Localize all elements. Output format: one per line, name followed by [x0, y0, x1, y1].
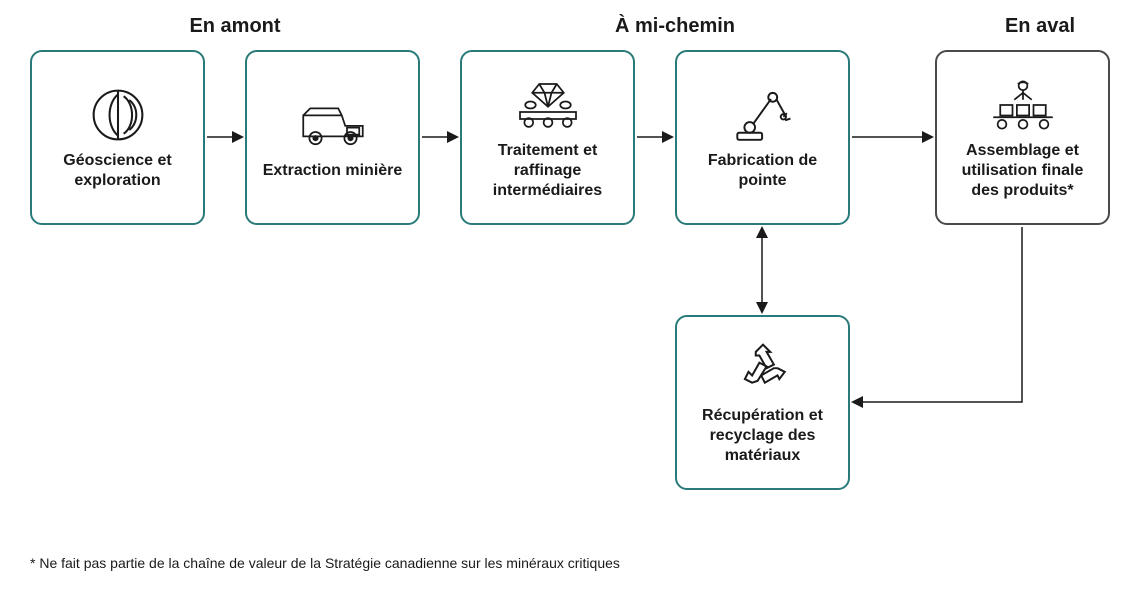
truck-icon — [298, 95, 368, 155]
header-midstream-text: À mi-chemin — [615, 15, 735, 37]
flowchart-stage: En amont À mi-chemin En aval Géoscience … — [0, 0, 1140, 600]
header-downstream-text: En aval — [1005, 15, 1075, 37]
header-upstream: En amont — [135, 15, 335, 38]
node-processing: Traitement et raffinage intermédiaires — [460, 50, 635, 225]
recycle-icon — [728, 340, 798, 400]
header-upstream-text: En amont — [189, 15, 280, 37]
node-recycling: Récupération et recyclage des matériaux — [675, 315, 850, 490]
diamond-icon — [513, 75, 583, 135]
node-assembly: Assemblage et utilisation finale des pro… — [935, 50, 1110, 225]
node-geoscience: Géoscience et exploration — [30, 50, 205, 225]
header-midstream: À mi-chemin — [555, 15, 795, 38]
node-fabrication-label: Fabrication de pointe — [687, 151, 838, 191]
robot-arm-icon — [728, 85, 798, 145]
footnote-text: * Ne fait pas partie de la chaîne de val… — [30, 555, 620, 571]
node-assembly-label: Assemblage et utilisation finale des pro… — [947, 141, 1098, 201]
node-recycling-label: Récupération et recyclage des matériaux — [687, 406, 838, 466]
node-extraction: Extraction minière — [245, 50, 420, 225]
footnote: * Ne fait pas partie de la chaîne de val… — [30, 555, 620, 571]
header-downstream: En aval — [960, 15, 1120, 38]
node-geoscience-label: Géoscience et exploration — [42, 151, 193, 191]
edge-n5-n6 — [854, 227, 1022, 402]
node-fabrication: Fabrication de pointe — [675, 50, 850, 225]
globe-icon — [83, 85, 153, 145]
assembly-icon — [988, 75, 1058, 135]
node-processing-label: Traitement et raffinage intermédiaires — [472, 141, 623, 201]
node-extraction-label: Extraction minière — [263, 161, 403, 181]
